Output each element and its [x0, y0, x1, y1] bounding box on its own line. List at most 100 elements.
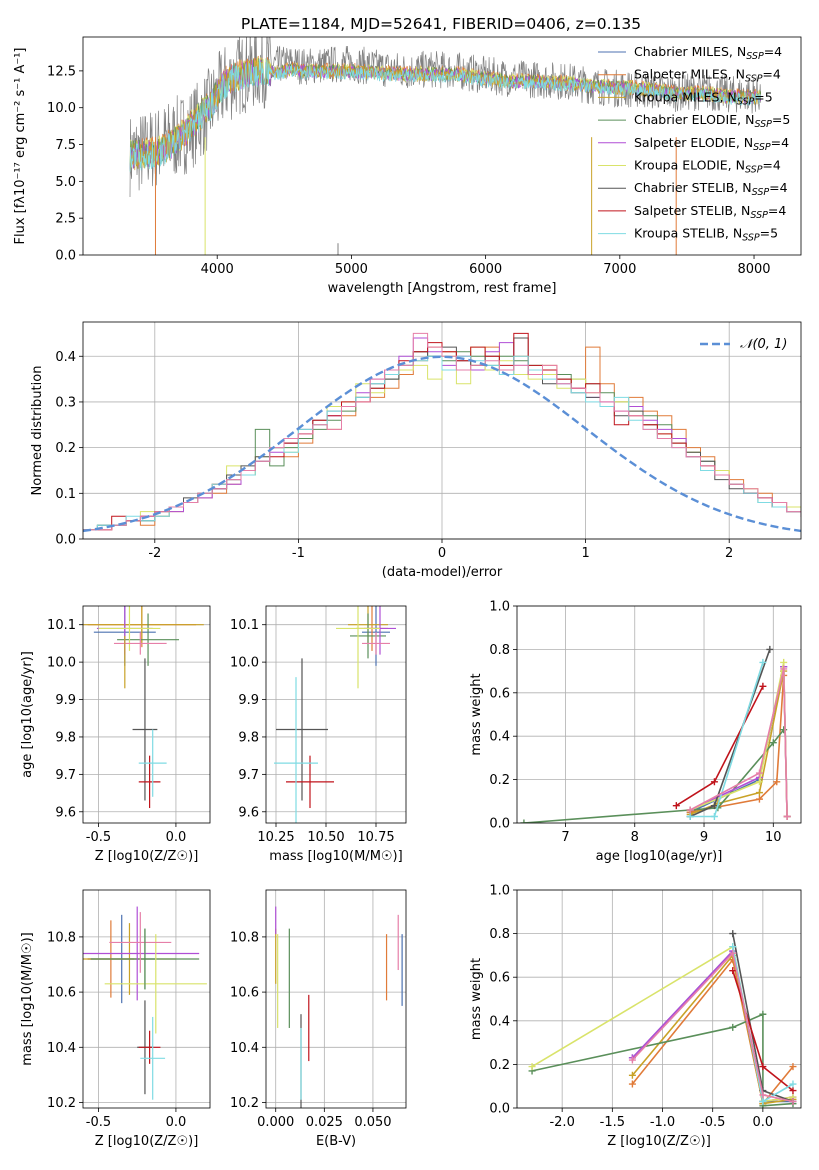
- y-tick-label: 5.0: [55, 175, 76, 190]
- histogram-series: [83, 332, 801, 531]
- legend-sub: SSP: [742, 233, 760, 244]
- plus-marker: [710, 802, 718, 810]
- y-tick-label: 9.6: [238, 805, 259, 820]
- ticks: 10.25 10.50 10.75 9.6 9.7 9.8 9.9 10.0 10.1: [230, 618, 395, 845]
- y-tick-label: 10.8: [230, 930, 259, 945]
- plus-marker: [789, 1080, 797, 1088]
- y-tick-label: 10.6: [47, 986, 76, 1001]
- plus-marker: [755, 795, 763, 803]
- legend-label: Salpeter MILES, N: [634, 67, 745, 82]
- y-tick-label: 10.4: [230, 1041, 259, 1056]
- legend-label: Kroupa ELODIE, N: [634, 158, 745, 173]
- ticks: -0.5 0.0 9.6 9.7 9.8 9.9 10.0 10.1: [47, 618, 186, 845]
- y-tick-label: 10.6: [230, 986, 259, 1001]
- plus-marker: [759, 682, 767, 690]
- y-tick-label: 9.8: [238, 730, 259, 745]
- y-tick-label: 10.0: [230, 656, 259, 671]
- plus-marker: [759, 1091, 767, 1099]
- y-tick-label: 0.2: [489, 1058, 510, 1073]
- axes-frame: [516, 605, 802, 824]
- x-tick-label: 0.0: [753, 1115, 774, 1130]
- plot-area: [83, 906, 207, 1100]
- y-tick-label: 0.6: [489, 971, 510, 986]
- y-axis-label: Flux [fλ10⁻¹⁷ erg cm⁻² s⁻¹ A⁻¹]: [13, 48, 28, 245]
- x-tick-label: -1: [292, 546, 305, 561]
- x-tick-label: 7: [561, 830, 569, 845]
- plus-marker: [710, 812, 718, 820]
- x-tick-label: 10.25: [257, 830, 294, 845]
- plus-marker: [628, 1056, 636, 1064]
- y-tick-label: 10.1: [230, 618, 259, 633]
- x-tick-label: 4000: [201, 262, 234, 277]
- legend-rest: =5: [772, 112, 790, 127]
- plus-marker: [686, 806, 694, 814]
- ticks: 0.000 0.025 0.050 10.2 10.4 10.6 10.8: [230, 930, 392, 1130]
- y-axis-label: age [log10(age/yr)]: [20, 651, 35, 778]
- x-axis-label: wavelength [Angstrom, rest frame]: [328, 281, 557, 296]
- chart-title: PLATE=1184, MJD=52641, FIBERID=0406, z=0…: [241, 15, 641, 33]
- plus-marker: [780, 658, 788, 666]
- panel-mass_vs_EBV: 0.000 0.025 0.050 10.2 10.4 10.6 10.8 E(B-V): [230, 889, 407, 1149]
- x-tick-label: 10.75: [357, 830, 394, 845]
- x-tick-label: 8: [631, 830, 639, 845]
- legend-rest: =4: [762, 67, 780, 82]
- x-tick-label: 10: [765, 830, 782, 845]
- y-tick-label: 0.0: [489, 1102, 510, 1117]
- panel-age_vs_Z: -0.5 0.0 9.6 9.7 9.8 9.9 10.0 10.1 Z [log10(Z/Z☉…: [20, 605, 211, 864]
- panel-mass_weight_vs_Z: -2.0 -1.5 -1.0 -0.5 0.0 0.0 0.2 0.4 0.6 0.8 1.0 Z […: [469, 884, 802, 1149]
- axes-frame: [82, 321, 802, 540]
- y-tick-label: 9.7: [238, 768, 259, 783]
- x-tick-label: -0.5: [86, 1115, 111, 1130]
- y-tick-label: 0.3: [55, 395, 76, 410]
- y-tick-label: 12.5: [47, 64, 76, 79]
- plot-area: [520, 645, 791, 823]
- y-tick-label: 10.0: [47, 656, 76, 671]
- legend-sub: SSP: [745, 74, 763, 85]
- legend-sub: SSP: [745, 165, 763, 176]
- legend-sub: SSP: [752, 187, 770, 198]
- x-axis-label: E(B-V): [316, 1134, 356, 1149]
- plus-marker: [769, 739, 777, 747]
- histogram-series: [83, 332, 801, 531]
- plus-marker: [766, 645, 774, 653]
- panel-spectrum: 4000 5000 6000 7000 8000 0.0 2.5 5.0 7.5 10.0 12.5…: [13, 15, 802, 296]
- y-tick-label: 10.1: [47, 618, 76, 633]
- legend-entry: Kroupa STELIB, NSSP=5: [634, 226, 778, 244]
- plus-marker: [520, 819, 528, 823]
- ticks: -2.0 -1.5 -1.0 -0.5 0.0 0.0 0.2 0.4 0.6 0.8 1.0: [489, 884, 773, 1131]
- y-tick-label: 0.1: [55, 487, 76, 502]
- plot-area: [275, 906, 403, 1108]
- y-tick-label: 10.2: [47, 1096, 76, 1111]
- y-tick-label: 0.4: [489, 730, 510, 745]
- y-tick-label: 9.8: [55, 730, 76, 745]
- legend-sub: SSP: [746, 51, 764, 62]
- legend-label: Salpeter STELIB, N: [634, 203, 750, 218]
- legend-label: Chabrier STELIB, N: [634, 180, 752, 195]
- plot-area: [129, 37, 762, 255]
- legend-entry: Chabrier STELIB, NSSP=4: [634, 180, 788, 198]
- plus-marker: [686, 812, 694, 820]
- x-tick-label: -1.0: [650, 1115, 675, 1130]
- plus-marker: [729, 943, 737, 951]
- panel-residuals: -2 -1 0 1 2 0.0 0.1 0.2 0.3 0.4 (data-model)/error…: [30, 321, 802, 580]
- legend-entry: Chabrier MILES, NSSP=4: [634, 44, 782, 62]
- x-tick-label: 2: [725, 546, 733, 561]
- legend-entry: Salpeter MILES, NSSP=4: [634, 67, 781, 85]
- plus-marker: [729, 967, 737, 975]
- y-tick-label: 0.0: [55, 249, 76, 264]
- y-tick-label: 10.2: [230, 1096, 259, 1111]
- axes-frame: [82, 36, 802, 256]
- y-tick-label: 0.0: [55, 533, 76, 548]
- axes-frame: [516, 889, 802, 1109]
- y-axis-label: mass [log10(M/M☉)]: [20, 932, 35, 1065]
- plus-marker: [789, 1063, 797, 1071]
- legend-label: Chabrier MILES, N: [634, 44, 746, 59]
- plus-marker: [729, 930, 737, 938]
- x-axis-label: age [log10(age/yr)]: [596, 849, 723, 864]
- mass-weight-line: [523, 729, 785, 823]
- y-tick-label: 0.4: [55, 350, 76, 365]
- y-tick-label: 9.9: [238, 693, 259, 708]
- x-axis-label: mass [log10(M/M☉)]: [269, 849, 402, 864]
